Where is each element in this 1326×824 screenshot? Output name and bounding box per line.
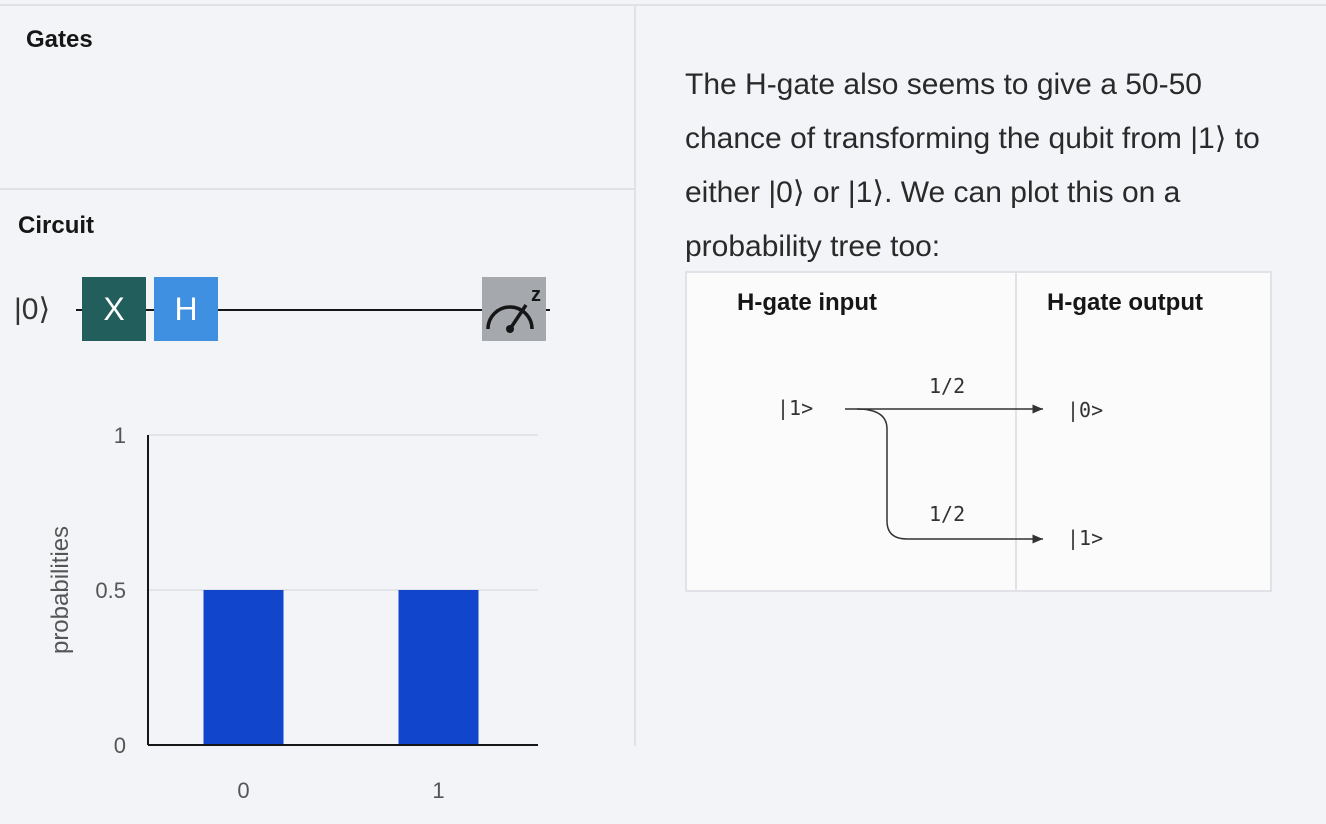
tree-output-state: |1> xyxy=(1067,526,1103,550)
probability-bar xyxy=(203,590,284,745)
measure-basis-label: z xyxy=(531,284,541,306)
qubit-wire xyxy=(218,309,482,311)
measurement-gauge-icon: z xyxy=(486,284,541,333)
qubit-wire xyxy=(546,309,550,311)
y-axis-label: probabilities xyxy=(47,526,74,654)
probability-bar xyxy=(398,590,479,745)
qubit-wire xyxy=(146,309,154,311)
circuit-section-title: Circuit xyxy=(18,212,95,239)
qubit-initial-state-label: |0⟩ xyxy=(14,293,51,326)
probability-bar-chart: 0 0.5 1 0 1 probabilities xyxy=(47,423,538,803)
circuit-editor: |0⟩ X H z xyxy=(0,270,634,350)
tree-input-state: |1> xyxy=(777,396,813,420)
tree-input-header: H-gate input xyxy=(737,289,877,316)
probability-tree: H-gate input H-gate output |1> 1/2 1/2 |… xyxy=(685,271,1272,592)
tree-output-state: |0> xyxy=(1067,398,1103,422)
section-divider xyxy=(0,188,634,190)
top-rule xyxy=(0,4,1326,6)
x-tick-label: 1 xyxy=(432,778,444,803)
qubit-wire xyxy=(76,309,82,311)
tree-branch-probability: 1/2 xyxy=(929,374,965,398)
tree-output-header: H-gate output xyxy=(1047,289,1203,316)
tree-diagram: |1> 1/2 1/2 |0> |1> xyxy=(777,374,1103,550)
x-gate[interactable]: X xyxy=(82,277,146,341)
panel-divider xyxy=(634,6,636,746)
tree-column-divider xyxy=(1015,273,1017,590)
gates-section-title: Gates xyxy=(26,26,93,53)
tree-branch-probability: 1/2 xyxy=(929,502,965,526)
measurement-gate[interactable]: z xyxy=(482,277,546,341)
x-tick-label: 0 xyxy=(237,778,249,803)
y-tick-label: 0 xyxy=(114,733,126,758)
explanation-text: The H-gate also seems to give a 50-50 ch… xyxy=(685,68,1260,263)
tree-branch-line xyxy=(856,408,1043,544)
y-tick-label: 0.5 xyxy=(95,578,126,603)
h-gate[interactable]: H xyxy=(154,277,218,341)
y-tick-label: 1 xyxy=(114,423,126,448)
